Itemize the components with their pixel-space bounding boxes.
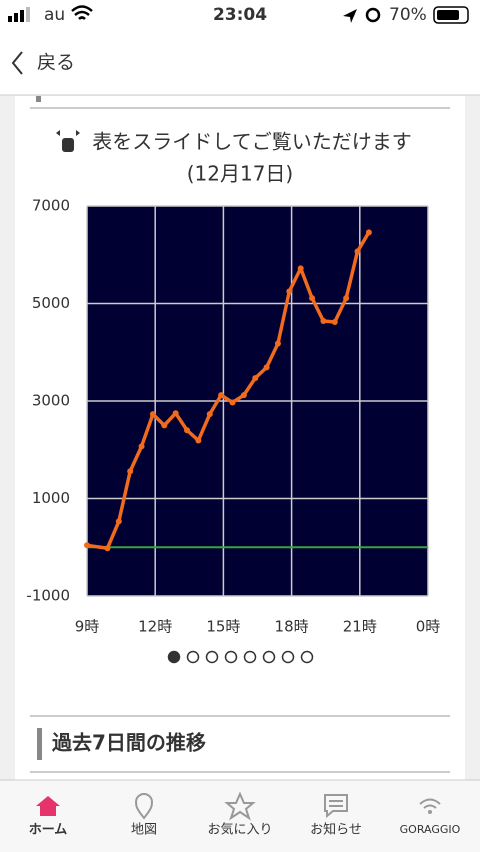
clock: 23:04 — [213, 5, 267, 25]
goraggio-icon[interactable] — [419, 798, 441, 809]
data-point — [195, 437, 202, 444]
data-point — [184, 427, 191, 434]
page-dot[interactable] — [205, 650, 219, 664]
page-dot[interactable] — [167, 650, 181, 664]
data-point — [161, 422, 168, 429]
carrier: au — [44, 5, 65, 25]
tab-label[interactable]: お知らせ — [310, 822, 362, 838]
x-tick-label: 0時 — [416, 618, 441, 636]
y-tick-label: -1000 — [26, 587, 70, 605]
battery-text: 70% — [389, 5, 427, 25]
data-point — [84, 542, 90, 549]
chart-subtitle: (12月17日) — [187, 162, 294, 186]
battery-icon — [433, 6, 469, 24]
data-point — [263, 364, 270, 371]
data-point — [206, 411, 213, 418]
y-tick-label: 5000 — [32, 294, 70, 312]
page-dot[interactable] — [262, 650, 276, 664]
page-dot[interactable] — [224, 650, 238, 664]
pagination — [167, 650, 314, 664]
signal — [8, 7, 30, 22]
y-tick-label: 1000 — [32, 489, 70, 507]
battery-level — [437, 10, 459, 20]
y-tick-label: 7000 — [32, 197, 70, 215]
section-title: 過去7日間の推移 — [52, 731, 206, 755]
star-icon[interactable] — [224, 791, 256, 821]
tab-label[interactable]: ホーム — [29, 823, 68, 838]
tab-label[interactable]: GORAGGIO — [400, 823, 461, 836]
slide-icon — [56, 130, 80, 152]
tab-bar — [0, 780, 480, 852]
page-dot[interactable] — [281, 650, 295, 664]
data-point — [218, 392, 225, 399]
x-tick-label: 18時 — [275, 618, 309, 636]
data-point — [354, 248, 361, 255]
data-point — [331, 319, 338, 326]
back-button[interactable]: 戻る — [37, 52, 75, 74]
home-icon[interactable] — [36, 796, 60, 816]
location-icon — [343, 9, 357, 23]
tabs: ホーム 地図 お気に入り お知らせ GORAGGIO — [29, 822, 461, 838]
x-tick-label: 9時 — [75, 618, 100, 636]
data-point — [252, 375, 259, 382]
map-icon[interactable] — [134, 793, 154, 820]
page-dot[interactable] — [186, 650, 200, 664]
goraggio-dot[interactable] — [428, 810, 432, 814]
data-point — [309, 295, 316, 302]
wifi-icon — [71, 5, 93, 20]
tab-label[interactable]: お気に入り — [207, 822, 272, 838]
y-tick-label: 3000 — [32, 392, 70, 410]
data-point — [115, 518, 122, 525]
x-tick-label: 15時 — [206, 618, 240, 636]
data-point — [343, 295, 350, 302]
data-point — [286, 288, 293, 295]
data-point — [104, 545, 111, 552]
data-point — [320, 318, 327, 325]
data-point — [240, 392, 247, 399]
data-point — [229, 399, 236, 406]
data-point — [297, 265, 304, 272]
data-point — [127, 468, 134, 475]
alarm-icon — [365, 7, 381, 23]
back-arrow[interactable] — [11, 51, 23, 75]
section-marker — [37, 728, 42, 760]
data-point — [138, 443, 145, 450]
page-dot[interactable] — [243, 650, 257, 664]
header-bg — [0, 0, 480, 95]
data-point — [149, 411, 156, 418]
tab-label[interactable]: 地図 — [131, 823, 157, 838]
chart-title: 表をスライドしてご覧いただけます — [92, 130, 411, 154]
x-tick-label: 12時 — [138, 618, 172, 636]
data-point — [172, 410, 179, 417]
data-point — [274, 340, 281, 347]
data-point — [365, 229, 372, 236]
news-icon[interactable] — [324, 794, 348, 819]
chart: -1000 1000 3000 5000 7000 9時 12時 15時 18時 21時 0時 — [26, 197, 440, 636]
x-tick-label: 21時 — [343, 618, 377, 636]
section-marker — [36, 96, 41, 102]
page-dot[interactable] — [300, 650, 314, 664]
